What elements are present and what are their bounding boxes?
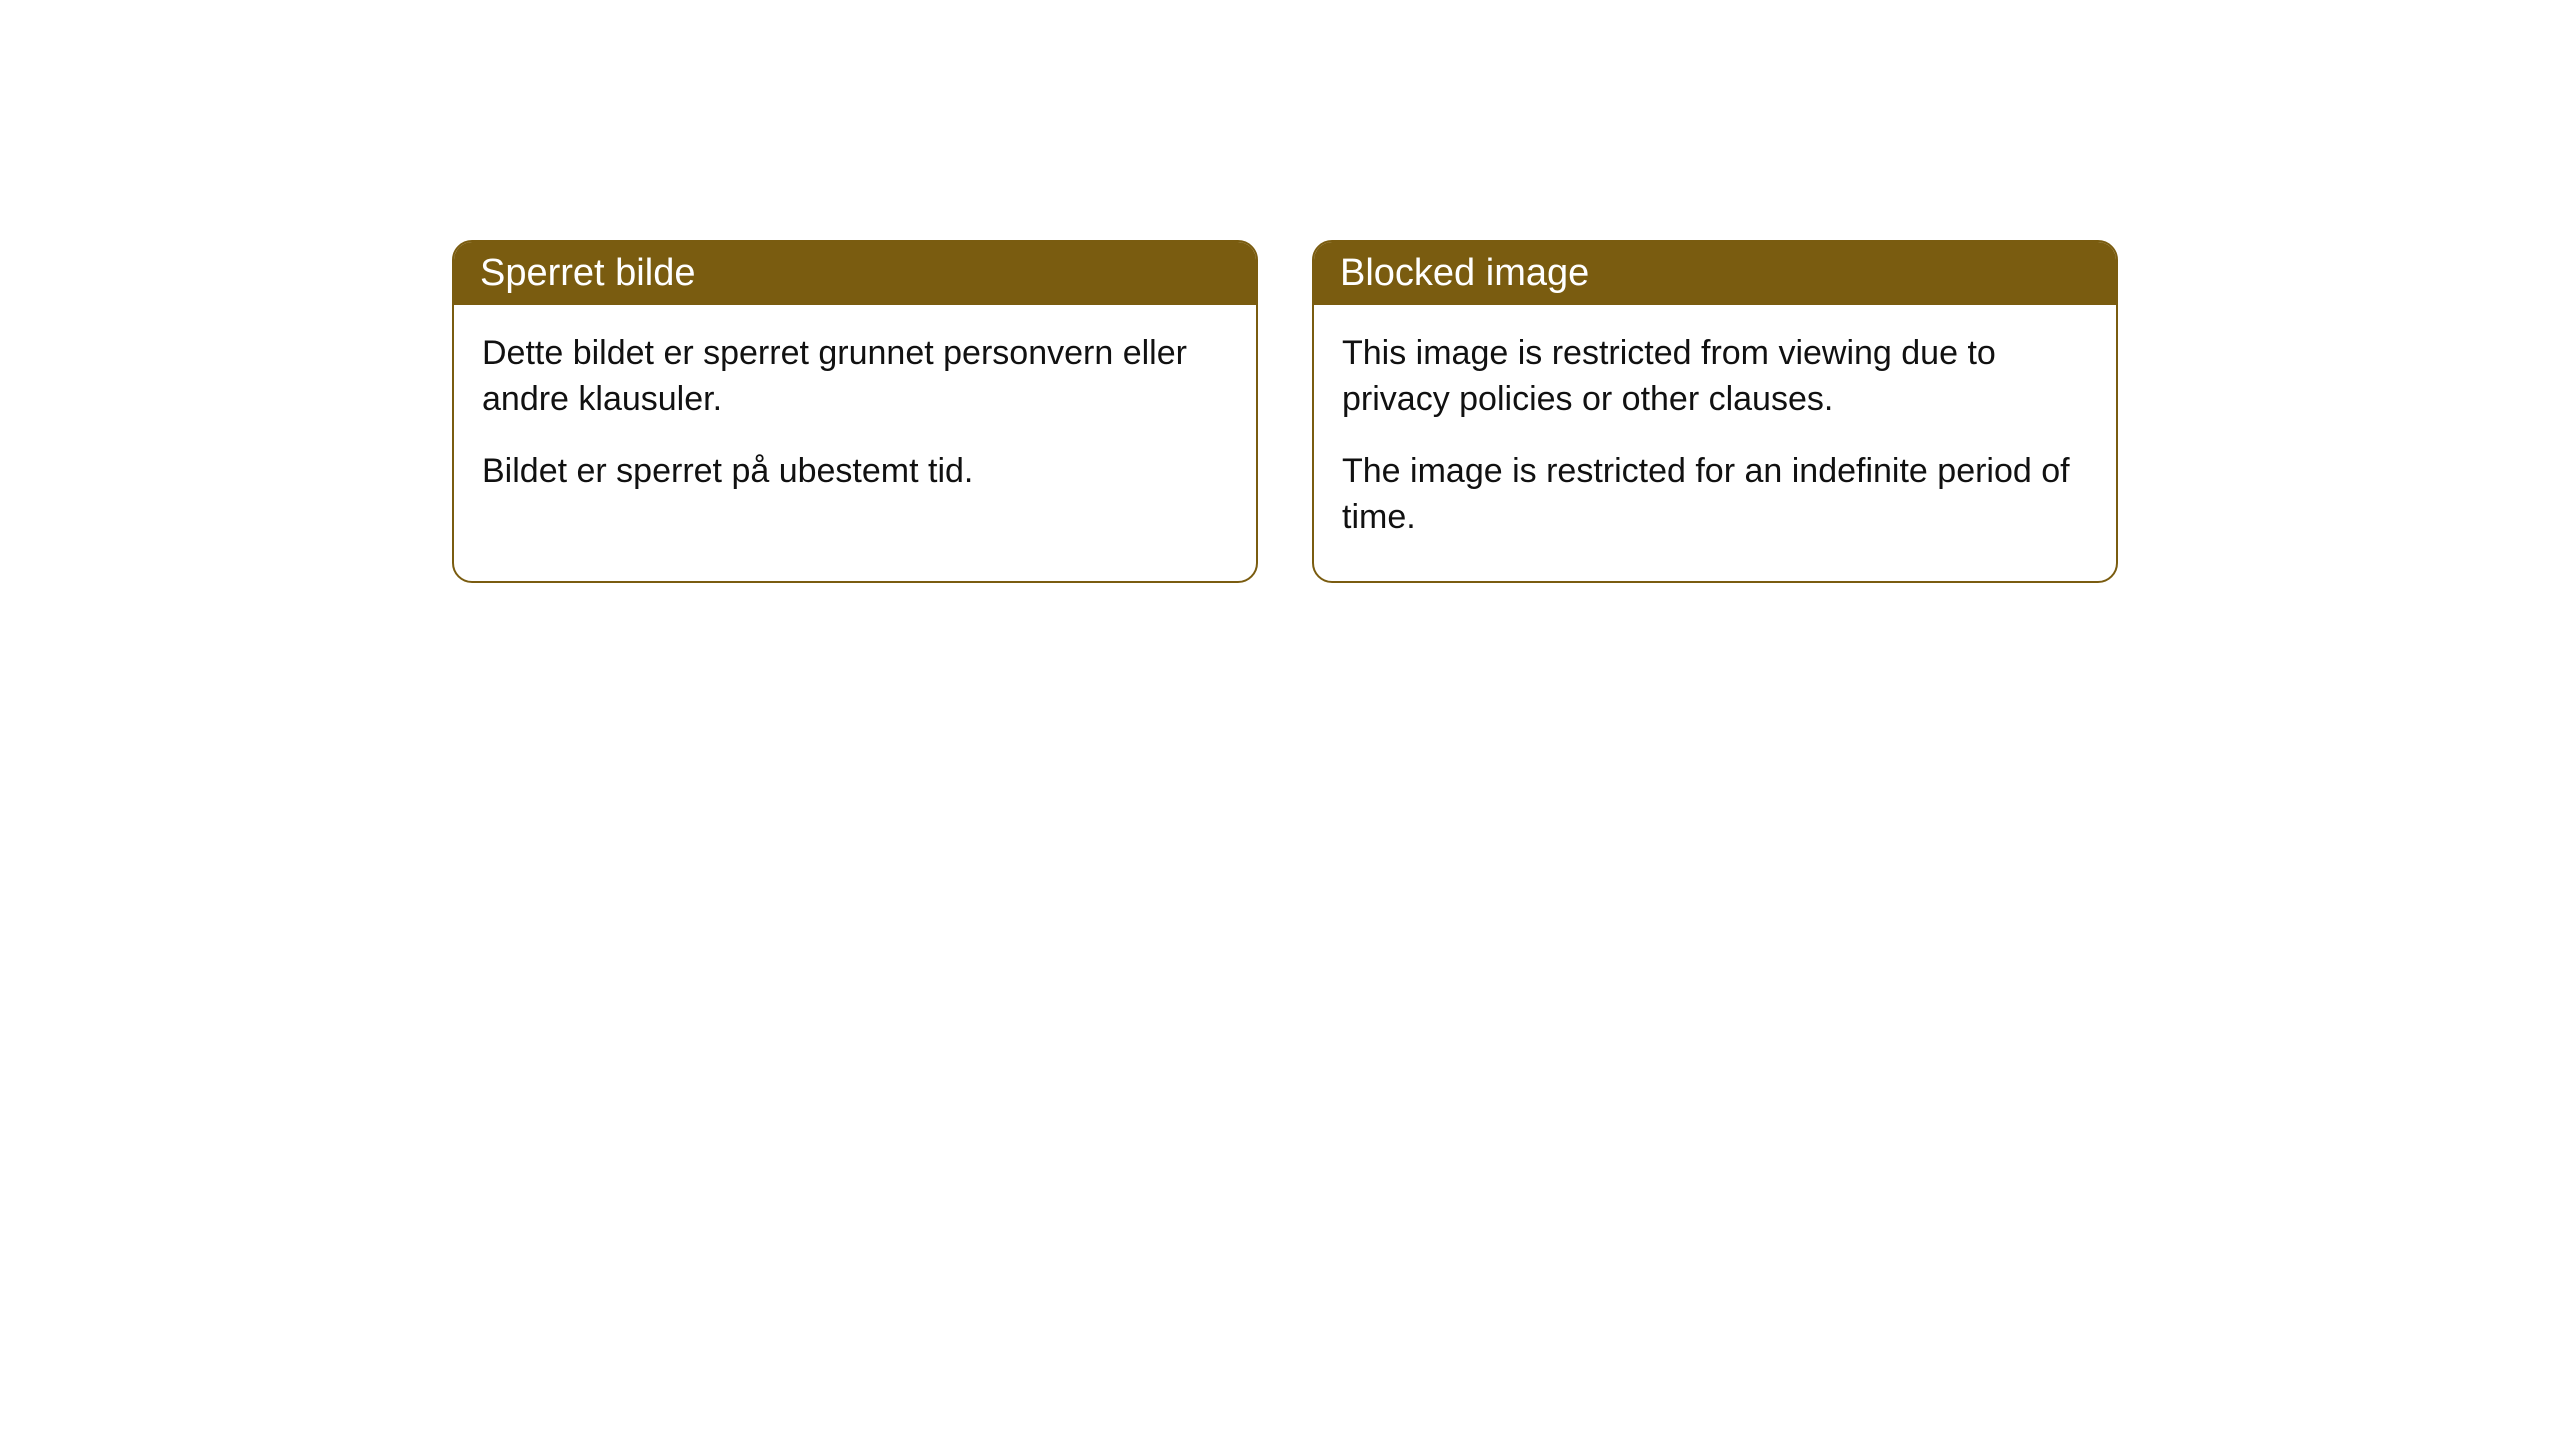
card-header: Blocked image (1314, 242, 2116, 305)
blocked-image-card-english: Blocked image This image is restricted f… (1312, 240, 2118, 583)
card-paragraph: Dette bildet er sperret grunnet personve… (482, 331, 1228, 423)
card-body: This image is restricted from viewing du… (1314, 305, 2116, 581)
card-body: Dette bildet er sperret grunnet personve… (454, 305, 1256, 535)
card-title: Sperret bilde (480, 252, 695, 294)
card-header: Sperret bilde (454, 242, 1256, 305)
card-container: Sperret bilde Dette bildet er sperret gr… (452, 240, 2118, 583)
card-title: Blocked image (1340, 252, 1589, 294)
card-paragraph: Bildet er sperret på ubestemt tid. (482, 449, 1228, 495)
blocked-image-card-norwegian: Sperret bilde Dette bildet er sperret gr… (452, 240, 1258, 583)
card-paragraph: The image is restricted for an indefinit… (1342, 449, 2088, 541)
card-paragraph: This image is restricted from viewing du… (1342, 331, 2088, 423)
